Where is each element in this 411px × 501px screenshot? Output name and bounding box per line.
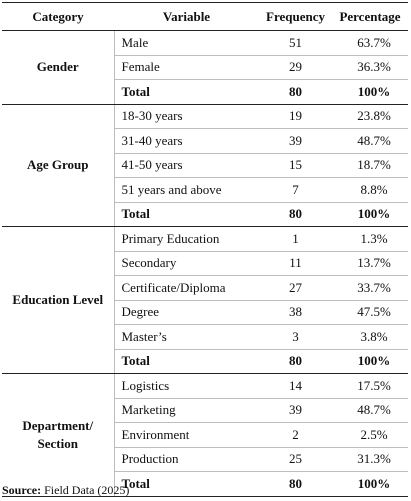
total-percentage-cell: 100% [332,202,408,227]
total-label-cell: Total [114,349,259,374]
table-row: Education Level Primary Education 1 1.3% [2,226,408,374]
total-row: Total 80 100% [2,471,408,497]
percentage-cell: 23.8% [332,104,408,129]
table-row: 51 years and above 7 8.8% [2,177,408,203]
variable-cell: Male [114,30,259,56]
total-row: Total 80 100% [2,349,408,374]
variable-cell: Female [114,55,259,80]
table-row: Gender Male 51 63.7% [2,30,408,105]
table-row: Age Group 18-30 years 19 23.8% [2,104,408,227]
percentage-cell: 31.3% [332,447,408,472]
variable-cell: Master’s [114,324,259,350]
header-percentage: Percentage [332,2,408,31]
frequency-cell: 7 [259,177,332,203]
percentage-cell: 48.7% [332,398,408,423]
total-frequency-cell: 80 [259,471,332,497]
percentage-cell: 63.7% [332,30,408,56]
total-label-cell: Total [114,79,259,105]
frequency-cell: 51 [259,30,332,56]
frequency-cell: 2 [259,422,332,448]
table-row: Production 25 31.3% [2,447,408,472]
category-cell: Age Group [2,104,115,227]
frequency-cell: 3 [259,324,332,350]
table-row: Department/ Section Logistics 14 17.5% [2,373,408,497]
percentage-cell: 18.7% [332,153,408,178]
total-frequency-cell: 80 [259,202,332,227]
variable-cell: 41-50 years [114,153,259,178]
table-row: 31-40 years 39 48.7% [2,128,408,154]
total-percentage-cell: 100% [332,471,408,497]
source-note: Source: Field Data (2025) [2,483,129,498]
variable-cell: Marketing [114,398,259,423]
frequency-cell: 19 [259,104,332,129]
source-label: Source: [2,483,42,497]
source-text: Field Data (2025) [44,483,130,497]
table-row: Environment 2 2.5% [2,422,408,448]
header-category: Category [2,2,114,31]
table-row: Degree 38 47.5% [2,300,408,325]
percentage-cell: 1.3% [332,226,408,252]
table-row: Marketing 39 48.7% [2,398,408,423]
total-label-cell: Total [114,471,259,497]
frequency-cell: 27 [259,275,332,301]
variable-cell: Logistics [114,373,259,399]
percentage-cell: 13.7% [332,251,408,276]
percentage-cell: 17.5% [332,373,408,399]
category-cell: Gender [2,30,115,105]
header-row: Category Variable Frequency Percentage [2,2,408,31]
table-row: Secondary 11 13.7% [2,251,408,276]
percentage-cell: 48.7% [332,128,408,154]
total-row: Total 80 100% [2,202,408,227]
variable-cell: Environment [114,422,259,448]
percentage-cell: 2.5% [332,422,408,448]
percentage-cell: 3.8% [332,324,408,350]
percentage-cell: 47.5% [332,300,408,325]
percentage-cell: 33.7% [332,275,408,301]
table-row: Certificate/Diploma 27 33.7% [2,275,408,301]
category-cell: Department/ Section [2,373,115,497]
total-frequency-cell: 80 [259,349,332,374]
frequency-cell: 25 [259,447,332,472]
frequency-cell: 11 [259,251,332,276]
variable-cell: 18-30 years [114,104,259,129]
header-variable: Variable [114,2,259,31]
variable-cell: Degree [114,300,259,325]
table-row: Master’s 3 3.8% [2,324,408,350]
total-row: Total 80 100% [2,79,408,105]
frequency-cell: 39 [259,128,332,154]
variable-cell: Certificate/Diploma [114,275,259,301]
frequency-cell: 14 [259,373,332,399]
total-frequency-cell: 80 [259,79,332,105]
table-body: Gender Male 51 63.7% Female 29 36.3% Total 80 100… [2,30,408,497]
header-frequency: Frequency [259,2,332,31]
total-label-cell: Total [114,202,259,227]
variable-cell: 31-40 years [114,128,259,154]
demographics-table: Category Variable Frequency Percentage G… [2,2,408,497]
percentage-cell: 8.8% [332,177,408,203]
frequency-cell: 15 [259,153,332,178]
frequency-cell: 39 [259,398,332,423]
category-cell: Education Level [2,226,115,374]
table-row: Female 29 36.3% [2,55,408,80]
variable-cell: Production [114,447,259,472]
frequency-cell: 38 [259,300,332,325]
percentage-cell: 36.3% [332,55,408,80]
total-percentage-cell: 100% [332,79,408,105]
frequency-cell: 29 [259,55,332,80]
variable-cell: 51 years and above [114,177,259,203]
variable-cell: Primary Education [114,226,259,252]
table-row: 41-50 years 15 18.7% [2,153,408,178]
total-percentage-cell: 100% [332,349,408,374]
variable-cell: Secondary [114,251,259,276]
frequency-cell: 1 [259,226,332,252]
